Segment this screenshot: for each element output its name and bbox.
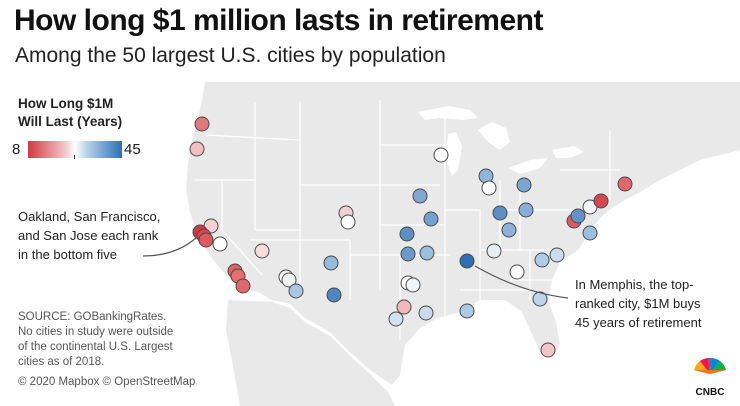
cnbc-logo-text: CNBC — [696, 387, 725, 398]
city-marker-san-antonio[interactable] — [388, 311, 404, 327]
legend-color-bar — [28, 141, 122, 158]
city-marker-minneapolis[interactable] — [433, 147, 449, 163]
city-marker-raleigh[interactable] — [534, 252, 550, 268]
city-marker-chicago[interactable] — [481, 180, 497, 196]
city-marker-indianapolis[interactable] — [492, 205, 508, 221]
city-markers — [189, 116, 633, 358]
mexico-landmass — [226, 300, 395, 406]
city-marker-memphis[interactable] — [459, 253, 475, 269]
memphis-annotation-line: 45 years of retirement — [575, 315, 702, 330]
city-marker-phoenix[interactable] — [281, 272, 297, 288]
city-marker-seattle[interactable] — [194, 116, 210, 132]
memphis-callout-line — [474, 265, 569, 299]
cnbc-logo: CNBC — [694, 358, 726, 398]
city-marker-fresno[interactable] — [212, 236, 228, 252]
memphis-annotation-line: In Memphis, the top- — [575, 277, 694, 292]
legend-title-line2: Will Last (Years) — [18, 114, 123, 129]
city-marker-virginia-beach[interactable] — [582, 225, 598, 241]
city-marker-atlanta[interactable] — [509, 264, 525, 280]
city-marker-nashville[interactable] — [486, 243, 502, 259]
great-lakes — [418, 106, 584, 176]
city-marker-dallas[interactable] — [405, 277, 421, 293]
legend-mid-tick — [74, 155, 75, 159]
source-line: cities as of 2018. — [18, 356, 105, 368]
city-marker-colorado-springs[interactable] — [340, 214, 356, 230]
city-marker-charlotte[interactable] — [549, 247, 565, 263]
city-marker-boston[interactable] — [617, 176, 633, 192]
city-marker-las-vegas[interactable] — [254, 243, 270, 259]
city-marker-el-paso[interactable] — [326, 287, 342, 303]
source-line: of the continental U.S. Largest — [18, 341, 173, 353]
memphis-annotation: In Memphis, the top- ranked city, $1M bu… — [575, 275, 701, 332]
legend-title: How Long $1M Will Last (Years) — [18, 95, 122, 131]
oakland-annotation-line: and San Jose each rank — [18, 228, 159, 243]
city-marker-san-jose[interactable] — [198, 232, 214, 248]
city-marker-detroit[interactable] — [516, 177, 532, 193]
memphis-annotation-line: ranked city, $1M buys — [575, 296, 701, 311]
city-marker-omaha[interactable] — [412, 188, 428, 204]
city-marker-austin[interactable] — [396, 299, 412, 315]
legend-max-label: 45 — [124, 141, 141, 158]
oakland-callout-line — [142, 237, 197, 257]
city-marker-jacksonville[interactable] — [532, 291, 548, 307]
city-marker-miami[interactable] — [540, 342, 556, 358]
us-landmass — [0, 82, 740, 385]
city-marker-new-orleans[interactable] — [459, 303, 475, 319]
city-marker-albuquerque[interactable] — [323, 255, 339, 271]
us-map — [0, 82, 740, 406]
city-marker-oklahoma-city[interactable] — [400, 246, 416, 262]
city-marker-columbus[interactable] — [518, 202, 534, 218]
city-marker-kansas-city[interactable] — [423, 211, 439, 227]
oakland-annotation-line: in the bottom five — [18, 247, 117, 262]
source-note: SOURCE: GOBankingRates. No cities in stu… — [18, 310, 173, 370]
city-marker-tulsa[interactable] — [419, 245, 435, 261]
city-marker-baltimore[interactable] — [570, 208, 586, 224]
city-marker-portland[interactable] — [189, 141, 205, 157]
city-marker-houston[interactable] — [418, 305, 434, 321]
map-attribution: © 2020 Mapbox © OpenStreetMap — [18, 376, 196, 388]
legend-title-line1: How Long $1M — [18, 96, 114, 111]
oakland-annotation: Oakland, San Francisco, and San Jose eac… — [18, 207, 160, 264]
oakland-annotation-line: Oakland, San Francisco, — [18, 209, 161, 224]
city-marker-san-diego[interactable] — [235, 278, 251, 294]
chart-subtitle: Among the 50 largest U.S. cities by popu… — [15, 44, 446, 67]
chart-title: How long $1 million lasts in retirement — [14, 4, 543, 37]
source-line: No cities in study were outside — [18, 326, 174, 338]
city-marker-louisville[interactable] — [501, 222, 517, 238]
city-marker-wichita[interactable] — [399, 226, 415, 242]
legend-min-label: 8 — [12, 141, 21, 158]
gulf-of-mexico — [400, 302, 536, 392]
source-line: SOURCE: GOBankingRates. — [18, 311, 167, 323]
city-marker-tucson[interactable] — [288, 283, 304, 299]
city-marker-new-york[interactable] — [593, 193, 609, 209]
state-borders — [195, 100, 620, 340]
